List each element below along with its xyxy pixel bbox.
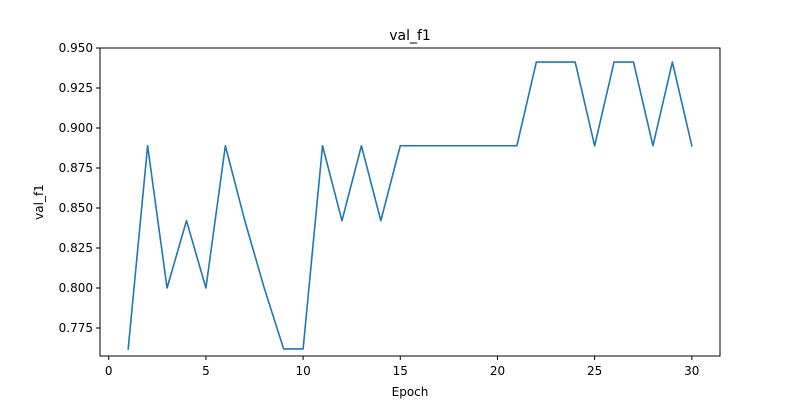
y-tick-label: 0.950 [59, 41, 93, 55]
series-line [128, 62, 692, 349]
x-tick-label: 20 [490, 364, 505, 378]
series-layer [128, 62, 692, 349]
x-tick-label: 0 [105, 364, 113, 378]
y-axis-label: val_f1 [32, 184, 46, 220]
y-tick-label: 0.900 [59, 121, 93, 135]
x-tick-label: 30 [684, 364, 699, 378]
y-axis-ticks: 0.775 0.800 0.825 0.850 0.875 0.900 0.925 0.950 [59, 41, 100, 335]
x-tick-label: 15 [393, 364, 408, 378]
x-tick-label: 10 [295, 364, 310, 378]
y-tick-label: 0.850 [59, 201, 93, 215]
y-tick-label: 0.925 [59, 81, 93, 95]
x-tick-label: 5 [202, 364, 210, 378]
plot-frame [100, 48, 720, 356]
x-axis-ticks: 0 5 10 15 20 25 30 [105, 356, 700, 378]
x-axis-label: Epoch [392, 385, 429, 399]
chart-title: val_f1 [389, 28, 431, 44]
y-tick-label: 0.775 [59, 321, 93, 335]
y-tick-label: 0.825 [59, 241, 93, 255]
y-tick-label: 0.875 [59, 161, 93, 175]
y-tick-label: 0.800 [59, 281, 93, 295]
x-tick-label: 25 [587, 364, 602, 378]
